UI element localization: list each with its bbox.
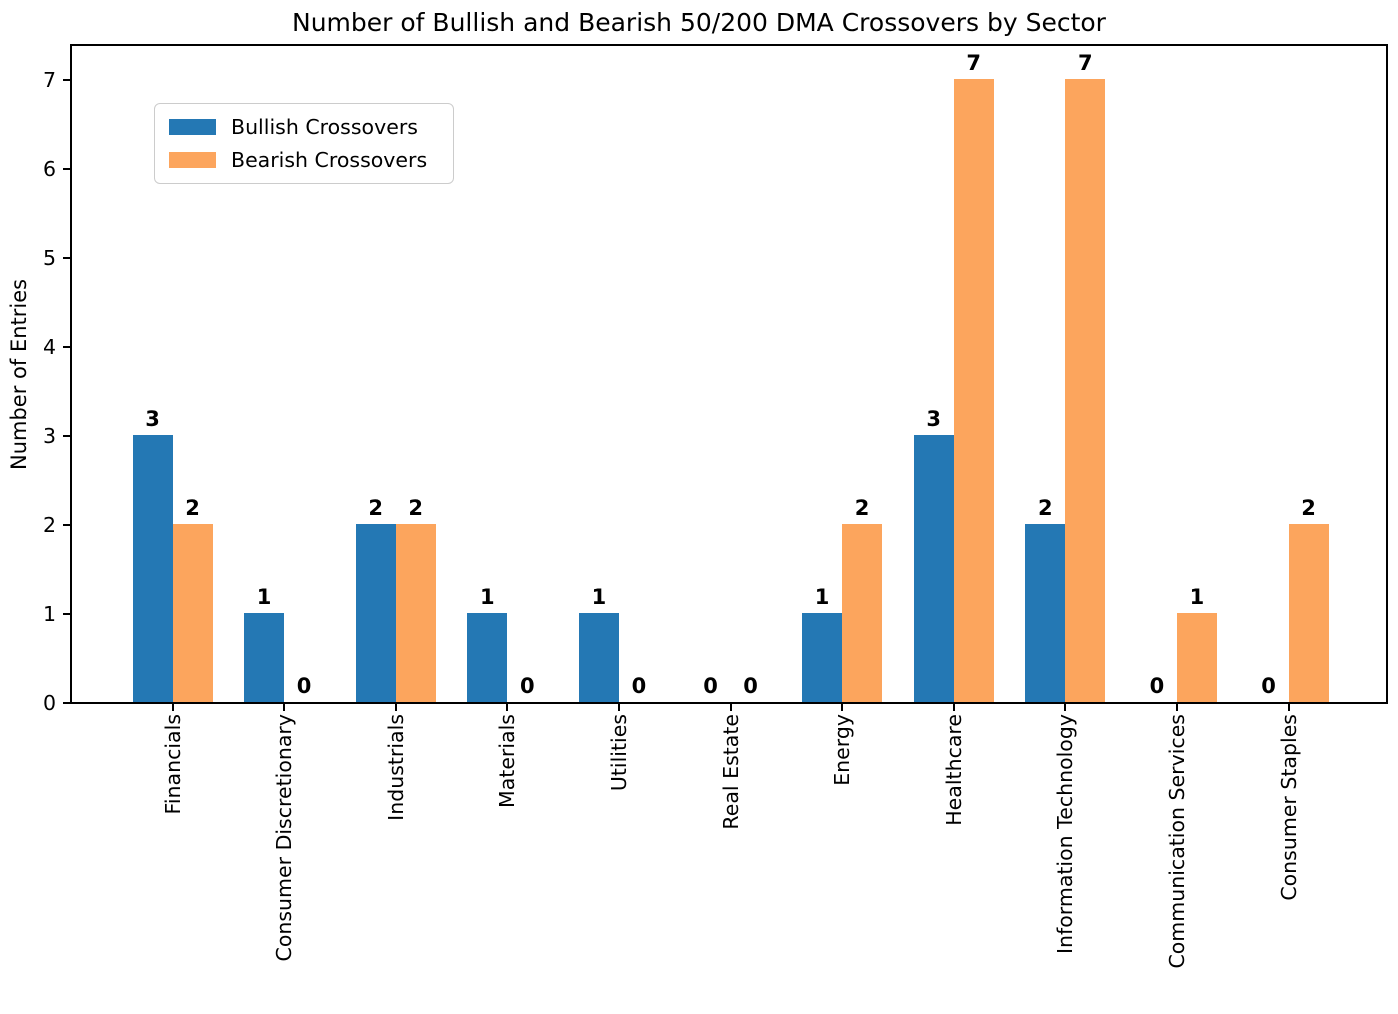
y-tick-mark [63, 168, 70, 170]
bar-value-label: 2 [1037, 496, 1053, 520]
bar-value-label: 1 [591, 585, 607, 609]
bar-value-label: 1 [814, 585, 830, 609]
y-tick-label: 1 [42, 602, 56, 626]
bar-value-label: 2 [854, 496, 870, 520]
bar-bearish-consumer-staples [1288, 524, 1329, 702]
y-tick-label: 4 [42, 335, 56, 359]
y-tick-mark [63, 346, 70, 348]
y-tick-label: 2 [42, 513, 56, 537]
x-tick-mark [617, 704, 620, 711]
x-tick-mark [952, 704, 955, 711]
bar-bullish-materials [467, 613, 508, 702]
x-tick-mark [394, 704, 397, 711]
y-tick-label: 7 [42, 68, 56, 92]
x-tick-label: Healthcare [941, 714, 966, 826]
bar-bearish-energy [842, 524, 883, 702]
bar-bearish-healthcare [953, 79, 994, 702]
bar-value-label: 0 [703, 674, 718, 698]
legend: Bullish Crossovers Bearish Crossovers [154, 103, 455, 184]
bar-value-label: 7 [1077, 51, 1093, 75]
bar-value-label: 3 [926, 407, 941, 431]
x-tick-label: Communication Services [1164, 714, 1189, 969]
bar-bearish-communication-services [1176, 613, 1217, 702]
legend-label: Bearish Crossovers [231, 148, 428, 172]
bar-bullish-information-technology [1025, 524, 1066, 702]
x-tick-mark [1175, 704, 1178, 711]
legend-swatch-bullish-crossovers [169, 119, 216, 135]
y-tick-mark [63, 524, 70, 526]
bar-bearish-information-technology [1065, 79, 1106, 702]
bar-value-label: 2 [368, 496, 383, 520]
legend-item-bearish-crossovers: Bearish Crossovers [169, 147, 427, 173]
x-tick-label: Consumer Staples [1276, 714, 1301, 901]
bar-bullish-industrials [355, 524, 396, 702]
legend-item-bullish-crossovers: Bullish Crossovers [169, 114, 427, 140]
bar-bullish-consumer-discretionary [244, 613, 285, 702]
x-tick-mark [729, 704, 732, 711]
bar-value-label: 2 [185, 496, 200, 520]
x-tick-label: Information Technology [1053, 714, 1078, 955]
bar-value-label: 7 [966, 51, 981, 75]
bar-value-label: 1 [256, 585, 272, 609]
x-tick-label: Industrials [383, 714, 408, 821]
x-tick-mark [841, 704, 844, 711]
y-tick-label: 3 [42, 424, 56, 448]
y-tick-mark [63, 435, 70, 437]
y-tick-mark [63, 702, 70, 704]
y-tick-mark [63, 257, 70, 259]
x-tick-mark [506, 704, 509, 711]
bar-value-label: 0 [1149, 674, 1165, 698]
bar-value-label: 3 [145, 407, 160, 431]
legend-label: Bullish Crossovers [231, 115, 418, 139]
bar-value-label: 0 [743, 674, 758, 698]
x-tick-label: Real Estate [718, 714, 743, 830]
bar-bullish-utilities [578, 613, 619, 702]
bar-bullish-financials [132, 435, 173, 702]
x-tick-mark [1287, 704, 1290, 711]
legend-swatch-bearish-crossovers [169, 152, 216, 168]
bar-value-label: 2 [1301, 496, 1316, 520]
bar-bearish-industrials [395, 524, 436, 702]
y-tick-mark [63, 613, 70, 615]
bar-value-label: 0 [296, 674, 312, 698]
x-tick-mark [1064, 704, 1067, 711]
x-tick-mark [283, 704, 286, 711]
x-tick-mark [171, 704, 174, 711]
y-tick-label: 5 [42, 246, 56, 270]
bar-value-label: 0 [631, 674, 647, 698]
bar-bullish-healthcare [913, 435, 954, 702]
x-tick-label: Consumer Discretionary [272, 714, 297, 962]
bar-value-label: 0 [1261, 674, 1276, 698]
bar-bearish-financials [172, 524, 213, 702]
bar-value-label: 0 [519, 674, 535, 698]
plot-inner: 3 2 1 0 2 2 1 0 1 0 0 0 1 2 3 7 2 7 0 1 0 2 [72, 46, 1386, 702]
y-tick-label: 0 [42, 691, 56, 715]
chart-title: Number of Bullish and Bearish 50/200 DMA… [292, 8, 1106, 37]
bar-value-label: 1 [1189, 585, 1205, 609]
x-tick-label: Energy [830, 714, 855, 786]
x-tick-label: Materials [495, 714, 520, 808]
x-tick-label: Utilities [606, 714, 631, 792]
y-tick-mark [63, 79, 70, 81]
bar-bullish-energy [802, 613, 843, 702]
bar-value-label: 1 [479, 585, 495, 609]
bar-value-label: 2 [408, 496, 423, 520]
y-tick-label: 6 [42, 157, 56, 181]
plot-area: 3 2 1 0 2 2 1 0 1 0 0 0 1 2 3 7 2 7 0 1 0 2 Bullish Crossover… [70, 44, 1388, 704]
x-tick-label: Financials [160, 714, 185, 815]
